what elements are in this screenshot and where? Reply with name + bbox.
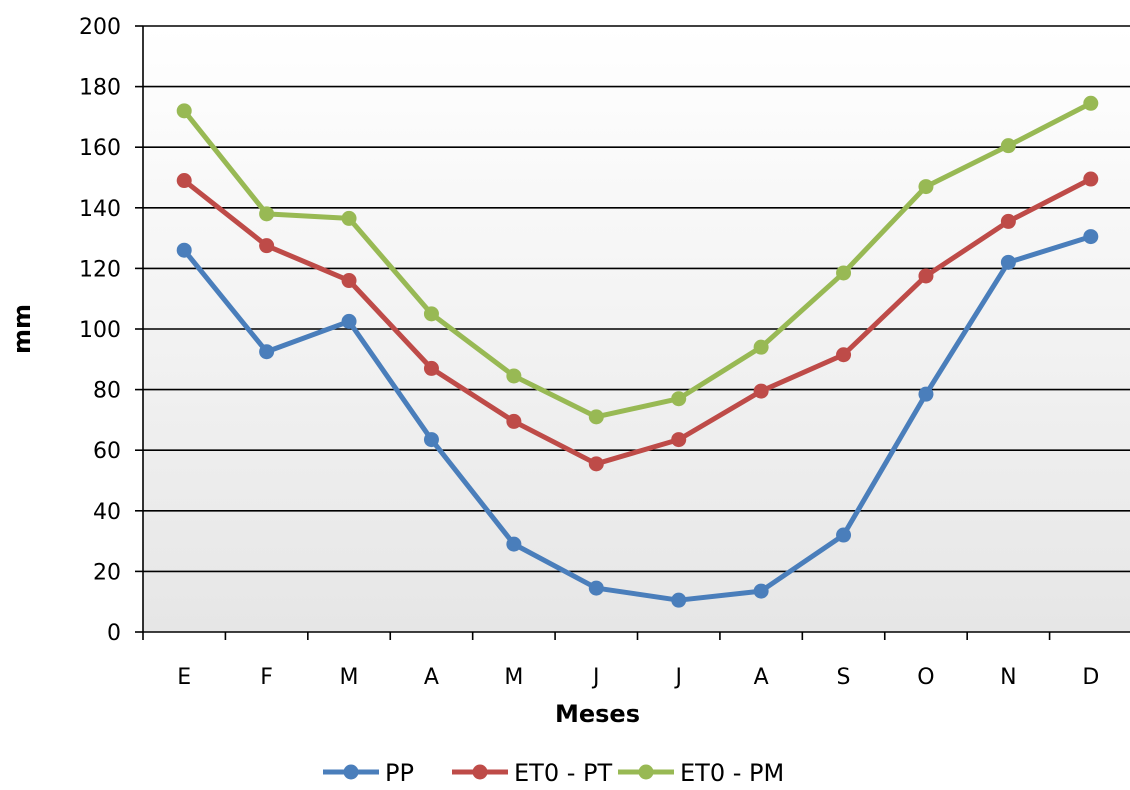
data-point-et0-pt — [588, 456, 604, 472]
x-tick-label: M — [340, 665, 359, 690]
y-axis-title: mm — [8, 304, 36, 354]
data-point-et0-pt — [1000, 213, 1016, 229]
data-point-et0-pm — [836, 265, 852, 281]
legend-item-pp: PP — [323, 759, 414, 787]
data-point-pp — [423, 432, 439, 448]
data-point-et0-pt — [918, 268, 934, 284]
series-line-et0-pt — [181, 176, 1094, 467]
y-tick-label: 40 — [93, 500, 121, 525]
y-tick-label: 20 — [93, 560, 121, 585]
data-point-pp — [506, 536, 522, 552]
y-tick-label: 200 — [79, 15, 121, 40]
y-tick-label: 0 — [107, 621, 121, 646]
data-point-pp — [753, 583, 769, 599]
legend-swatch-marker — [638, 764, 654, 780]
data-point-et0-pt — [176, 173, 192, 189]
data-point-et0-pt — [836, 347, 852, 363]
y-tick-label: 60 — [93, 439, 121, 464]
legend-label: ET0 - PT — [514, 759, 612, 787]
y-tick-label: 120 — [79, 257, 121, 282]
data-point-et0-pt — [506, 413, 522, 429]
series-pp — [176, 229, 1099, 608]
x-tick-label: D — [1082, 665, 1099, 690]
x-tick-label: J — [591, 665, 600, 690]
data-point-pp — [176, 242, 192, 258]
data-point-et0-pm — [1000, 138, 1016, 154]
y-tick-label: 160 — [79, 136, 121, 161]
data-point-et0-pm — [753, 339, 769, 355]
series-line-pp — [181, 234, 1094, 603]
y-tick-label: 140 — [79, 197, 121, 222]
data-point-pp — [259, 344, 275, 360]
x-tick-label: A — [754, 665, 769, 690]
y-tick-label: 100 — [79, 318, 121, 343]
data-point-et0-pt — [341, 273, 357, 289]
data-point-pp — [671, 592, 687, 608]
data-point-et0-pm — [506, 368, 522, 384]
data-point-pp — [918, 386, 934, 402]
x-tick-label: F — [260, 665, 273, 690]
series-et0-pm — [176, 95, 1099, 425]
data-point-pp — [1000, 254, 1016, 270]
series-line-et0-pm — [181, 100, 1094, 420]
data-point-et0-pm — [1083, 95, 1099, 111]
data-point-et0-pm — [341, 210, 357, 226]
data-point-pp — [341, 313, 357, 329]
data-point-pp — [588, 580, 604, 596]
data-point-et0-pt — [259, 238, 275, 254]
legend-label: ET0 - PM — [680, 759, 784, 787]
legend-swatch-marker — [343, 764, 359, 780]
data-point-et0-pt — [671, 432, 687, 448]
data-point-et0-pm — [259, 206, 275, 222]
x-tick-label: E — [177, 665, 191, 690]
data-point-et0-pm — [588, 409, 604, 425]
x-axis-title: Meses — [555, 700, 640, 728]
x-tick-label: M — [504, 665, 523, 690]
x-tick-label: S — [837, 665, 851, 690]
legend-item-et0-pt: ET0 - PT — [452, 759, 612, 787]
legend-label: PP — [385, 759, 414, 787]
data-point-et0-pm — [918, 179, 934, 195]
data-point-et0-pm — [176, 103, 192, 119]
y-tick-label: 180 — [79, 76, 121, 101]
legend-item-et0-pm: ET0 - PM — [618, 759, 784, 787]
series-et0-pt — [176, 171, 1099, 472]
data-point-et0-pt — [1083, 171, 1099, 187]
data-point-et0-pm — [423, 306, 439, 322]
data-point-pp — [836, 527, 852, 543]
data-point-pp — [1083, 229, 1099, 245]
data-point-et0-pt — [423, 360, 439, 376]
data-point-et0-pm — [671, 391, 687, 407]
legend-swatch-marker — [472, 764, 488, 780]
x-tick-label: J — [673, 665, 682, 690]
x-tick-label: O — [917, 665, 934, 690]
x-tick-label: A — [424, 665, 439, 690]
data-point-et0-pt — [753, 383, 769, 399]
x-tick-label: N — [1000, 665, 1016, 690]
y-tick-label: 80 — [93, 379, 121, 404]
